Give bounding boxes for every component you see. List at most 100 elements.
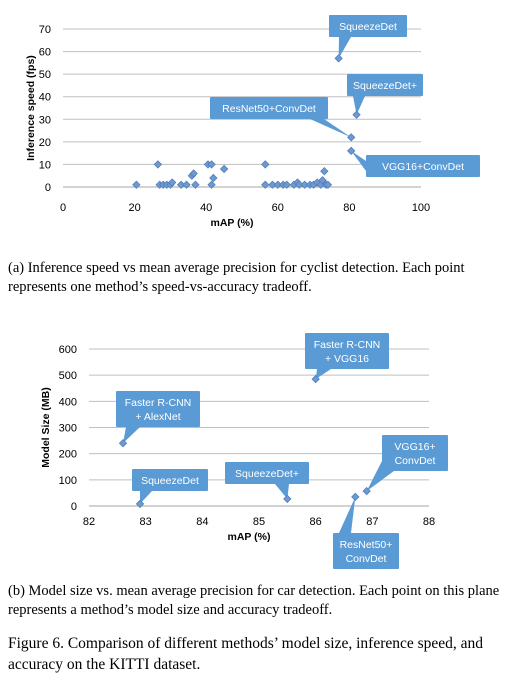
x-tick-label: 20: [128, 202, 140, 214]
callout-box: [116, 391, 200, 427]
callout-box: [333, 533, 399, 569]
data-point: [176, 180, 186, 189]
caption-b: (b) Model size vs. mean average precisio…: [8, 583, 500, 618]
x-tick-label: 83: [140, 516, 152, 528]
y-axis-title: Inference speed (fps): [25, 55, 37, 161]
y-tick-label: 0: [71, 501, 77, 513]
figure-caption: Figure 6. Comparison of different method…: [8, 635, 484, 673]
x-tick-label: 82: [83, 516, 95, 528]
callout-pointer: [338, 37, 351, 59]
callout-box: [347, 74, 423, 96]
x-tick-label: 85: [253, 516, 265, 528]
data-point-labeled: [118, 439, 128, 448]
y-tick-label: 10: [39, 159, 51, 171]
callout-box: [366, 155, 480, 177]
data-point: [318, 176, 327, 185]
y-axis-title: Model Size (MB): [40, 387, 52, 468]
data-point: [219, 164, 229, 174]
y-tick-label: 40: [39, 92, 51, 104]
data-point-labeled: [351, 492, 360, 502]
x-tick-label: 0: [60, 202, 66, 214]
callout-label: VGG16+: [394, 441, 435, 453]
data-point-labeled: [347, 133, 356, 142]
callout-label: + AlexNet: [135, 411, 180, 423]
data-point: [261, 160, 270, 169]
data-point: [323, 180, 333, 189]
callout-label: VGG16+ConvDet: [382, 161, 464, 173]
data-point: [295, 180, 304, 189]
callout-label: ResNet50+: [340, 539, 393, 551]
data-point-labeled: [347, 146, 356, 156]
callout-box: [225, 462, 309, 484]
callout-pointer: [315, 369, 331, 380]
x-tick-label: 80: [343, 202, 355, 214]
callout-label: SqueezeDet: [339, 21, 397, 33]
callout-label: ConvDet: [395, 455, 436, 467]
callout-box: [305, 333, 389, 369]
x-tick-label: 86: [310, 516, 322, 528]
data-point: [189, 169, 198, 178]
callout-box: [329, 15, 407, 37]
y-tick-label: 300: [59, 423, 77, 435]
callout-pointer: [275, 484, 289, 499]
y-tick-label: 20: [39, 137, 51, 149]
data-point-labeled: [362, 486, 371, 496]
y-tick-label: 30: [39, 114, 51, 126]
callout-pointer: [353, 96, 365, 115]
data-point-labeled: [283, 494, 292, 504]
data-point-labeled: [135, 499, 145, 509]
data-point: [282, 180, 291, 189]
y-tick-label: 60: [39, 47, 51, 59]
x-tick-label: 100: [412, 202, 430, 214]
callout-label: SqueezeDet: [141, 475, 199, 487]
callout-box: [382, 435, 448, 471]
callout-box: [132, 469, 208, 491]
x-tick-label: 87: [366, 516, 378, 528]
callout-box: [210, 97, 328, 119]
data-point: [182, 180, 191, 189]
callout-pointer: [123, 427, 140, 444]
data-point: [168, 178, 177, 187]
y-tick-label: 100: [59, 475, 77, 487]
chart-model-size: 0 100 200 300 400 500 600 82 83 84 85 86 87 88 mAP (%)…: [40, 333, 448, 569]
x-tick-label: 60: [272, 202, 284, 214]
data-point: [261, 180, 270, 189]
caption-a: (a) Inference speed vs mean average prec…: [8, 260, 465, 295]
data-point-labeled: [311, 374, 320, 384]
y-tick-label: 600: [59, 344, 77, 356]
y-tick-label: 500: [59, 370, 77, 382]
y-tick-label: 200: [59, 449, 77, 461]
y-tick-label: 50: [39, 69, 51, 81]
callout-pointer: [310, 119, 352, 138]
x-tick-label: 84: [196, 516, 208, 528]
data-point: [207, 160, 216, 169]
y-tick-label: 400: [59, 396, 77, 408]
data-point-labeled: [352, 110, 361, 119]
callout-label: SqueezeDet+: [353, 80, 417, 92]
data-point: [207, 180, 216, 189]
callout-label: + VGG16: [325, 353, 369, 365]
chart-inference-speed: 0 10 20 30 40 50 60 70 0 20 40 60 80 100 mAP (%) Infere…: [25, 15, 480, 229]
data-point: [191, 180, 200, 189]
callout-label: ConvDet: [346, 553, 387, 565]
callout-label: ResNet50+ConvDet: [222, 103, 316, 115]
data-point: [300, 180, 309, 189]
x-axis-title: mAP (%): [228, 531, 271, 543]
x-tick-label: 40: [200, 202, 212, 214]
x-tick-label: 88: [423, 516, 435, 528]
data-point: [153, 160, 163, 169]
data-point: [132, 180, 141, 189]
callout-pointer: [339, 496, 356, 533]
data-point-labeled: [334, 54, 343, 63]
data-point: [320, 167, 329, 176]
callout-label: SqueezeDet+: [235, 468, 299, 480]
y-tick-label: 0: [45, 182, 51, 194]
data-point: [268, 180, 277, 189]
x-axis-title: mAP (%): [211, 217, 254, 229]
data-point: [273, 180, 282, 189]
callout-pointer: [351, 150, 366, 171]
callout-label: Faster R-CNN: [125, 397, 192, 409]
callout-label: Faster R-CNN: [314, 339, 381, 351]
y-tick-label: 70: [39, 24, 51, 36]
data-point: [209, 173, 218, 183]
